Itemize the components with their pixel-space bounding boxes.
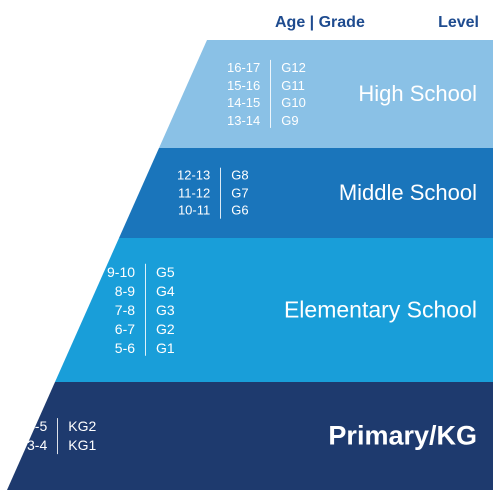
grade-cell: KG2 bbox=[68, 417, 96, 436]
age-cell: 6-7 bbox=[107, 319, 135, 338]
separator bbox=[145, 264, 146, 356]
age-cell: 14-15 bbox=[227, 94, 260, 112]
level-slab: Elementary School9-108-97-86-75-6G5G4G3G… bbox=[7, 238, 493, 382]
age-cell: 9-10 bbox=[107, 263, 135, 282]
age-grade-grid: 9-108-97-86-75-6 G5G4G3G2G1 bbox=[107, 263, 175, 357]
grade-cell: G12 bbox=[281, 59, 306, 77]
age-grade-grid: 16-1715-1614-1513-14 G12G11G10G9 bbox=[227, 59, 306, 129]
age-cell: 12-13 bbox=[177, 167, 210, 185]
level-slab: Primary/KG 4-53-4 KG2KG1 bbox=[7, 382, 493, 490]
level-label: Middle School bbox=[339, 180, 477, 206]
age-cell: 3-4 bbox=[27, 436, 47, 455]
age-cell: 7-8 bbox=[107, 301, 135, 320]
age-cell: 8-9 bbox=[107, 282, 135, 301]
age-cell: 16-17 bbox=[227, 59, 260, 77]
age-cell: 15-16 bbox=[227, 76, 260, 94]
grade-cell: G2 bbox=[156, 319, 175, 338]
level-label: Elementary School bbox=[284, 297, 477, 324]
level-label: High School bbox=[358, 81, 477, 107]
grade-cell: G5 bbox=[156, 263, 175, 282]
age-cell: 4-5 bbox=[27, 417, 47, 436]
grade-cell: KG1 bbox=[68, 436, 96, 455]
separator bbox=[57, 418, 58, 454]
age-cell: 11-12 bbox=[177, 184, 210, 202]
separator bbox=[220, 168, 221, 219]
grade-cell: G6 bbox=[231, 202, 248, 220]
header-age-grade: Age | Grade bbox=[275, 14, 365, 32]
header-level: Level bbox=[438, 14, 479, 32]
grade-cell: G7 bbox=[231, 184, 248, 202]
level-slab: Middle School 12-1311-1210-11 G8G7G6 bbox=[7, 148, 493, 238]
level-label: Primary/KG bbox=[328, 421, 477, 452]
age-cell: 10-11 bbox=[177, 202, 210, 220]
level-slab: High School 16-1715-1614-1513-14 G12G11G10… bbox=[7, 40, 493, 148]
age-grade-grid: 12-1311-1210-11 G8G7G6 bbox=[177, 167, 249, 220]
column-headers: Age | Grade Level bbox=[7, 10, 493, 40]
grade-cell: G10 bbox=[281, 94, 306, 112]
education-pyramid: Age | Grade Level High School16-1715-161… bbox=[7, 10, 493, 490]
grade-cell: G11 bbox=[281, 76, 306, 94]
grade-cell: G8 bbox=[231, 167, 248, 185]
grade-cell: G4 bbox=[156, 282, 175, 301]
grade-cell: G1 bbox=[156, 338, 175, 357]
grade-cell: G3 bbox=[156, 301, 175, 320]
age-cell: 5-6 bbox=[107, 338, 135, 357]
age-cell: 13-14 bbox=[227, 112, 260, 130]
separator bbox=[270, 60, 271, 128]
age-grade-grid: 4-53-4 KG2KG1 bbox=[27, 417, 96, 455]
grade-cell: G9 bbox=[281, 112, 306, 130]
